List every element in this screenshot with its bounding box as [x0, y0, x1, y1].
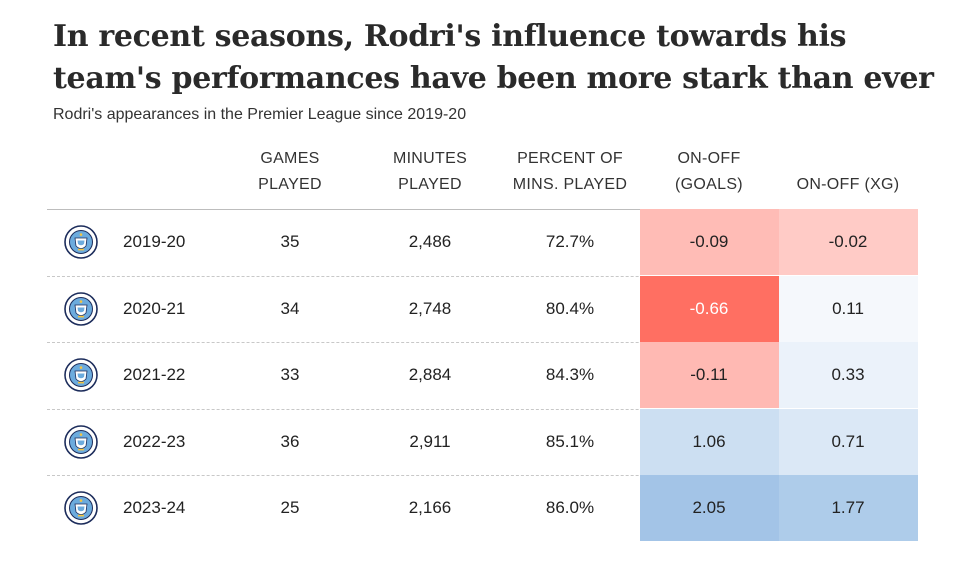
- row-divider: [47, 342, 918, 343]
- cell-games: 35: [280, 232, 300, 251]
- cell-onoff-xg: -0.02: [778, 209, 918, 275]
- column-header-line: MINUTES: [392, 150, 468, 167]
- season-label: 2020-21: [123, 298, 186, 318]
- cell-pct: 80.4%: [545, 298, 595, 318]
- column-header-onoff_xg: ON-OFF (XG): [779, 146, 918, 198]
- manchester-city-crest-icon: [64, 225, 98, 259]
- table-row: 2023-24 25 2,166 86.0% 2.05 1.77: [47, 475, 918, 541]
- column-header-line: MINS. PLAYED: [512, 176, 628, 193]
- column-header-line: GAMES: [260, 150, 320, 167]
- row-divider: [47, 275, 918, 277]
- manchester-city-crest-icon: [64, 358, 98, 392]
- column-header-onoff_goals: ON-OFF (GOALS): [640, 146, 779, 198]
- season-label: 2021-22: [123, 365, 186, 384]
- cell-pct: 85.1%: [545, 431, 595, 451]
- chart-subtitle: Rodri's appearances in the Premier Leagu…: [53, 106, 467, 123]
- cell-games: 36: [280, 431, 300, 451]
- column-header-pct: PERCENT OF MINS. PLAYED: [495, 146, 645, 198]
- column-header-minutes: MINUTES PLAYED: [365, 146, 495, 198]
- table-row: 2022-23 36 2,911 85.1% 1.06 0.71: [47, 408, 918, 475]
- column-header-line: PERCENT OF: [517, 150, 623, 167]
- cell-minutes: 2,884: [408, 365, 452, 384]
- row-divider: [47, 475, 918, 476]
- season-label: 2022-23: [123, 431, 186, 451]
- chart-title: In recent seasons, Rodri's influence tow…: [53, 19, 934, 96]
- table-row: 2020-21 34 2,748 80.4% -0.66 0.11: [47, 275, 918, 342]
- column-header-games: GAMES PLAYED: [225, 146, 355, 198]
- cell-onoff-xg: 0.71: [778, 408, 918, 475]
- cell-games: 34: [280, 298, 300, 318]
- cell-pct: 86.0%: [545, 498, 595, 517]
- manchester-city-crest-icon: [64, 424, 98, 459]
- cell-onoff-xg: 0.33: [778, 342, 918, 408]
- cell-pct: 84.3%: [545, 365, 595, 384]
- cell-onoff-xg: 1.77: [778, 475, 918, 541]
- manchester-city-crest-icon: [64, 491, 98, 525]
- cell-onoff-goals: -0.09: [639, 209, 779, 275]
- column-header-line: (GOALS): [675, 176, 743, 193]
- manchester-city-crest-icon: [64, 291, 98, 326]
- cell-onoff-goals: -0.66: [639, 275, 779, 342]
- row-divider: [47, 408, 918, 410]
- table-row: 2019-20 35 2,486 72.7% -0.09 -0.02: [47, 209, 918, 275]
- cell-games: 33: [280, 365, 300, 384]
- season-label: 2019-20: [123, 232, 186, 251]
- column-header-line: ON-OFF (XG): [796, 176, 900, 193]
- cell-minutes: 2,911: [409, 431, 451, 451]
- column-header-line: PLAYED: [398, 176, 462, 193]
- cell-pct: 72.7%: [545, 232, 595, 251]
- cell-onoff-goals: 1.06: [639, 408, 779, 475]
- cell-minutes: 2,486: [408, 232, 452, 251]
- cell-minutes: 2,748: [408, 298, 452, 318]
- season-label: 2023-24: [123, 498, 186, 517]
- column-header-line: ON-OFF: [677, 150, 741, 167]
- column-header-line: PLAYED: [258, 176, 322, 193]
- table-row: 2021-22 33 2,884 84.3% -0.11 0.33: [47, 342, 918, 408]
- cell-games: 25: [280, 498, 300, 517]
- cell-minutes: 2,166: [408, 498, 452, 517]
- cell-onoff-goals: -0.11: [639, 342, 779, 408]
- row-divider: [47, 209, 918, 210]
- cell-onoff-goals: 2.05: [639, 475, 779, 541]
- cell-onoff-xg: 0.11: [778, 275, 918, 342]
